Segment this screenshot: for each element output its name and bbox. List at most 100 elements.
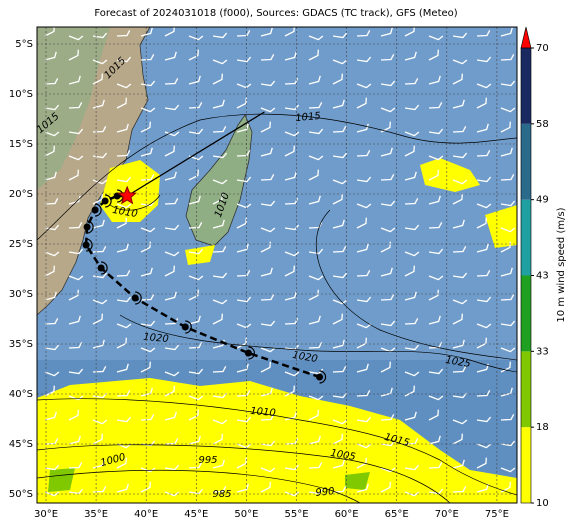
wind-barb (212, 366, 227, 373)
lon-tick-label: 40°E (134, 509, 158, 520)
wind-barb (380, 267, 393, 277)
wind-barb (284, 104, 300, 111)
wind-barb (404, 464, 420, 471)
wind-barb (260, 147, 273, 157)
wind-barb (260, 121, 271, 133)
track-point (91, 206, 99, 214)
graticule (37, 27, 517, 503)
wind-barb (356, 416, 372, 423)
wind-barb (332, 272, 348, 279)
wind-barb (164, 131, 180, 137)
wind-barb (164, 411, 177, 421)
wind-barb (476, 30, 491, 37)
wind-barb (500, 294, 515, 301)
wind-barb (236, 56, 252, 63)
wind-barb (404, 411, 417, 421)
wind-barb (260, 107, 276, 113)
wind-barb (380, 387, 393, 397)
wind-barb (500, 267, 513, 277)
lat-tick-label: 25°S (9, 239, 33, 250)
isobar (37, 444, 451, 503)
wind-barb (92, 59, 108, 65)
wind-barb (332, 59, 348, 65)
wind-barb (308, 368, 324, 375)
wind-barb (164, 265, 175, 277)
wind-barb (380, 294, 395, 301)
wind-barb (476, 97, 487, 109)
wind-barb (260, 54, 275, 61)
wind-barb (116, 270, 131, 277)
wind-barb (164, 291, 177, 301)
wind-barb (428, 462, 443, 469)
wind-barb (380, 320, 396, 327)
wind-barb (116, 390, 131, 397)
wind-barb (236, 483, 249, 493)
lat-tick-label: 20°S (9, 189, 33, 200)
wind-barb (428, 155, 444, 161)
wind-barb (500, 387, 513, 397)
lon-tick-label: 65°E (385, 509, 409, 520)
wind-barb (140, 121, 151, 133)
lat-tick-label: 10°S (9, 89, 33, 100)
wind-barb (236, 243, 249, 253)
wind-barb (404, 27, 415, 37)
wind-barb (44, 318, 59, 325)
wind-barb (428, 248, 444, 255)
wind-barb (212, 193, 223, 205)
lat-tick-label: 15°S (9, 139, 33, 150)
wind-barb (356, 30, 371, 37)
wind-barb (380, 414, 395, 421)
isobar-label: 1025 (444, 355, 471, 370)
wind-barb (380, 27, 393, 37)
wind-barb (308, 248, 324, 255)
wind-barb (260, 267, 273, 277)
wind-barb (284, 131, 300, 137)
wind-barb (68, 368, 84, 375)
wind-barb (140, 147, 153, 157)
axes-labels: 5°S10°S15°S20°S25°S30°S35°S40°S45°S50°S3… (9, 39, 509, 520)
lat-tick-label: 5°S (15, 39, 33, 50)
wind-barb (284, 145, 295, 157)
title: Forecast of 2024031018 (f000), Sources: … (94, 8, 457, 19)
wind-barb (284, 51, 297, 61)
storm-position (117, 185, 137, 205)
wind-barb (140, 107, 156, 113)
wind-barb (68, 49, 79, 61)
wind-barb (308, 128, 324, 135)
wind-barb (428, 435, 441, 445)
wind-barb (356, 56, 372, 63)
isobar (37, 469, 361, 503)
lon-tick-label: 75°E (485, 509, 509, 520)
wind-barb (188, 395, 204, 401)
wind-barb (260, 361, 271, 373)
isobar (37, 398, 517, 496)
lon-tick-label: 60°E (335, 509, 359, 520)
wind-area (100, 160, 160, 222)
wind-barb (236, 30, 251, 37)
wind-barb (284, 291, 297, 301)
cyclone-symbol (248, 346, 255, 360)
wind-barb (116, 363, 129, 373)
wind-barb (164, 51, 177, 61)
wind-barb (428, 102, 443, 109)
wind-barb (236, 150, 251, 157)
wind-barb (308, 102, 323, 109)
wind-barb (164, 385, 175, 397)
wind-barb (404, 491, 420, 497)
wind-barb (308, 195, 321, 205)
map-frame (36, 26, 518, 504)
colorbar-tick-label: 43 (536, 271, 549, 282)
colorbar-tick-label: 33 (536, 346, 549, 357)
wind-barb (188, 435, 201, 445)
wind-barb (380, 147, 393, 157)
wind-barb (140, 467, 156, 473)
wind-barb (44, 344, 60, 351)
wind-barb (332, 486, 347, 493)
lon-tick-label: 45°E (184, 509, 208, 520)
wind-barb (476, 337, 487, 349)
wind-barb (476, 83, 492, 89)
cyclone-symbol (185, 320, 192, 334)
cyclone-symbol (135, 291, 142, 305)
wind-barb (428, 368, 444, 375)
